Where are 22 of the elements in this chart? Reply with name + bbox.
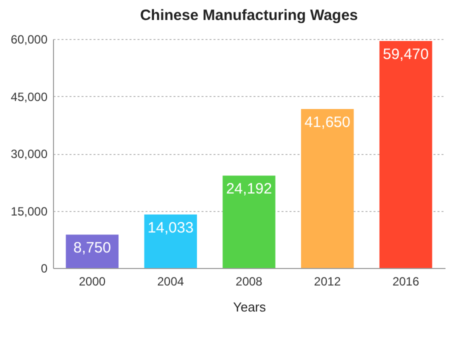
chart-title: Chinese Manufacturing Wages xyxy=(140,7,358,24)
data-label: 8,750 xyxy=(73,240,111,257)
y-tick-label: 15,000 xyxy=(10,204,48,218)
data-label: 24,192 xyxy=(226,180,272,198)
y-tick-label: 60,000 xyxy=(10,32,48,46)
x-axis-title: Years xyxy=(233,300,266,314)
bar xyxy=(66,234,119,268)
x-tick-label: 2016 xyxy=(392,274,420,288)
data-label: 59,470 xyxy=(382,46,429,64)
data-label: 41,650 xyxy=(304,114,350,132)
data-label: 14,033 xyxy=(148,219,194,236)
x-tick-label: 2000 xyxy=(78,274,106,288)
x-tick-label: 2004 xyxy=(157,274,184,288)
y-tick-label: 0 xyxy=(40,262,48,276)
x-tick-label: 2012 xyxy=(314,274,342,288)
bar xyxy=(222,176,276,268)
y-tick-label: 45,000 xyxy=(10,90,48,104)
bar xyxy=(301,109,354,268)
bar xyxy=(379,41,432,268)
y-tick-label: 30,000 xyxy=(10,147,48,161)
x-tick-label: 2008 xyxy=(236,274,263,288)
bar xyxy=(144,214,197,268)
